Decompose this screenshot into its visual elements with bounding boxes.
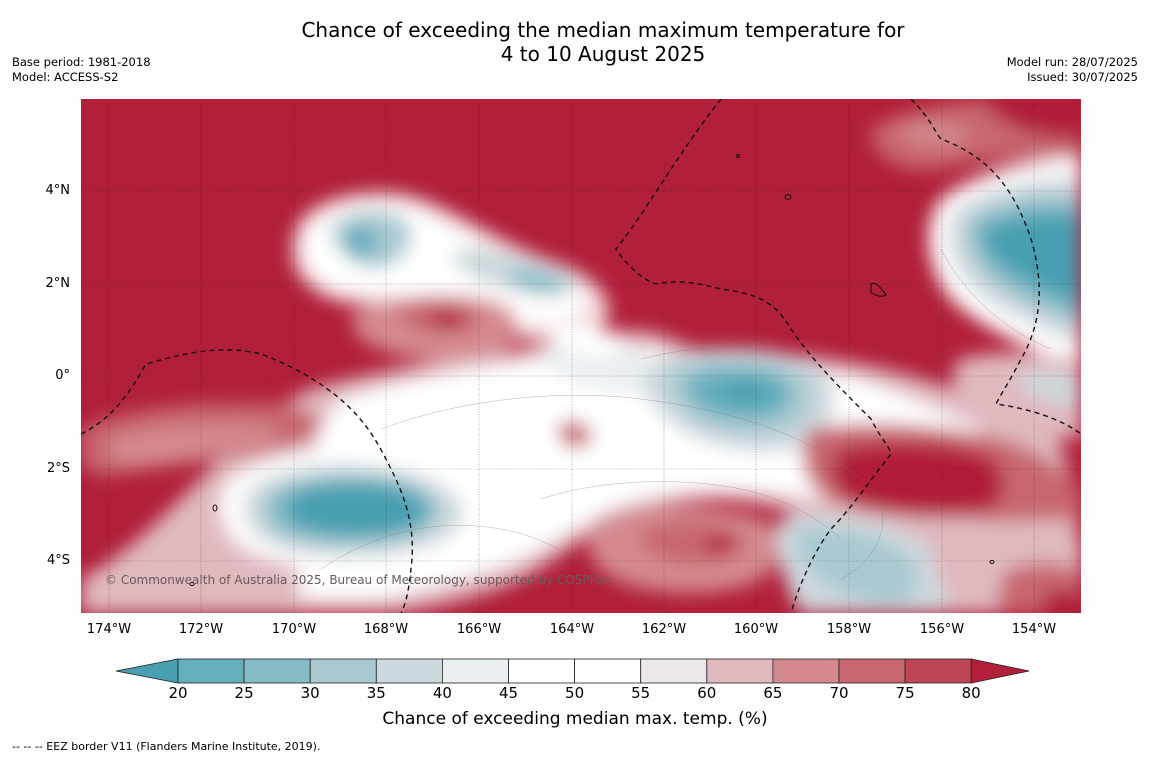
islands [189, 154, 995, 586]
map-svg [81, 99, 1081, 613]
colorbar-segment [574, 658, 642, 684]
copyright-notice: © Commonwealth of Australia 2025, Bureau… [105, 573, 611, 587]
colorbar-segment [375, 658, 443, 684]
colorbar-segment [309, 658, 377, 684]
colorbar-segment [508, 658, 575, 684]
colorbar-tick-label: 45 [498, 684, 519, 702]
meta-right: Model run: 28/07/2025 Issued: 30/07/2025 [1007, 55, 1138, 85]
lat-label-4n: 4°N [45, 183, 71, 198]
contour-lines [320, 248, 1052, 600]
issued-date: Issued: 30/07/2025 [1027, 70, 1138, 84]
lat-label-4s: 4°S [46, 553, 70, 568]
colorbar [115, 658, 1030, 684]
probability-field [81, 99, 1081, 613]
colorbar-tick-label: 35 [366, 684, 386, 702]
colorbar-tick-label: 65 [763, 684, 783, 702]
eez-legend: -- -- -- EEZ border V11 (Flanders Marine… [12, 740, 321, 753]
lon-label-164w: 164°W [549, 622, 595, 637]
colorbar-tick-label: 60 [697, 684, 717, 702]
colorbar-segment [243, 658, 311, 684]
forecast-map: © Commonwealth of Australia 2025, Bureau… [81, 99, 1081, 613]
colorbar-tick-label: 30 [300, 684, 320, 702]
map-title: Chance of exceeding the median maximum t… [0, 18, 1150, 66]
colorbar-tick-label: 70 [829, 684, 849, 702]
lat-label-0: 0° [55, 368, 70, 383]
lon-label-160w: 160°W [733, 622, 779, 637]
title-line-2: 4 to 10 August 2025 [500, 42, 706, 66]
colorbar-segment [838, 658, 906, 684]
colorbar-tick-label: 75 [895, 684, 915, 702]
lon-label-158w: 158°W [826, 622, 872, 637]
colorbar-tick-label: 50 [565, 684, 585, 702]
colorbar-segment [772, 658, 840, 684]
lon-label-174w: 174°W [86, 622, 132, 637]
colorbar-tick-label: 20 [168, 684, 188, 702]
colorbar-segment [904, 658, 972, 684]
colorbar-segment [177, 658, 245, 684]
graticule [81, 99, 1081, 613]
model-run: Model run: 28/07/2025 [1006, 55, 1138, 69]
base-period: Base period: 1981-2018 [12, 55, 151, 69]
lon-label-168w: 168°W [363, 622, 409, 637]
title-line-1: Chance of exceeding the median maximum t… [301, 18, 905, 42]
colorbar-segment [441, 658, 509, 684]
colorbar-tick-label: 80 [961, 684, 981, 702]
lat-label-2s: 2°S [46, 461, 70, 476]
colorbar-segment [640, 658, 708, 684]
eez-borders [81, 99, 1081, 613]
lat-label-2n: 2°N [45, 276, 71, 291]
colorbar-segment [706, 658, 774, 684]
colorbar-label: Chance of exceeding median max. temp. (%… [382, 709, 768, 729]
model-name: Model: ACCESS-S2 [12, 70, 119, 84]
lon-label-154w: 154°W [1011, 622, 1057, 637]
meta-left: Base period: 1981-2018 Model: ACCESS-S2 [12, 55, 151, 85]
colorbar-extend-low [115, 658, 179, 684]
colorbar-tick-label: 55 [631, 684, 651, 702]
lon-label-156w: 156°W [919, 622, 965, 637]
lon-label-172w: 172°W [178, 622, 224, 637]
colorbar-extend-high [970, 658, 1030, 684]
colorbar-tick-label: 40 [432, 684, 452, 702]
lon-label-170w: 170°W [271, 622, 317, 637]
colorbar-tick-label: 25 [234, 684, 254, 702]
lon-label-166w: 166°W [456, 622, 502, 637]
lon-label-162w: 162°W [641, 622, 687, 637]
